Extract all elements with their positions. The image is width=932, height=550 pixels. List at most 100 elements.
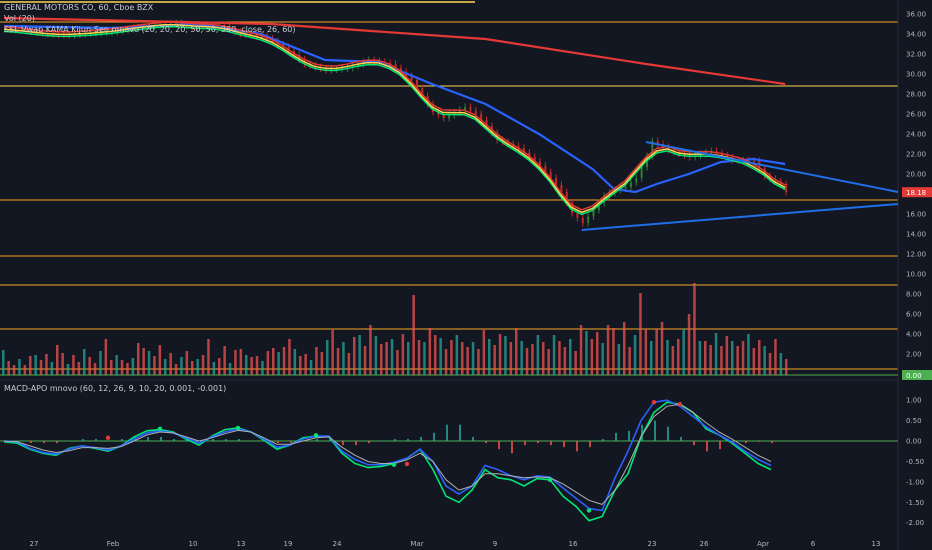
volume-bar	[434, 335, 437, 375]
price-candle-body	[394, 64, 397, 68]
price-candle-body	[506, 142, 509, 144]
volume-bar	[623, 322, 626, 375]
volume-bar	[93, 363, 97, 375]
volume-bar	[563, 347, 567, 375]
volume-bar	[12, 365, 16, 375]
volume-bar	[574, 351, 577, 375]
volume-bar	[218, 358, 221, 375]
volume-bar	[612, 328, 615, 375]
price-candle-body	[629, 182, 632, 187]
volume-bar	[369, 325, 372, 375]
volume-bar	[282, 347, 286, 375]
time-axis-tick-label: 16	[569, 540, 578, 548]
price-candle-body	[720, 153, 723, 156]
price-candle-body	[415, 80, 418, 88]
price-candle-body	[651, 141, 654, 156]
volume-bar	[515, 328, 518, 375]
time-axis-tick-label: 10	[189, 540, 198, 548]
volume-bar	[590, 339, 594, 375]
macd-signal-dot	[404, 461, 410, 467]
macd-histogram-bar	[381, 441, 383, 442]
volume-bar	[585, 331, 588, 375]
volume-bar	[525, 348, 529, 375]
macd-histogram-bar	[199, 441, 201, 442]
macd-histogram-bar	[407, 438, 409, 442]
symbol-legend: GENERAL MOTORS CO, 60, Cboe BZX	[4, 3, 154, 12]
volume-bar	[666, 340, 669, 375]
volume-bar	[536, 335, 540, 375]
macd-histogram-bar	[173, 438, 175, 442]
macd-histogram-bar	[342, 441, 344, 446]
volume-bar	[677, 339, 680, 375]
volume-bar	[336, 348, 340, 375]
current-price-tag	[902, 187, 932, 198]
volume-bar	[120, 360, 124, 375]
volume-bar	[698, 341, 702, 375]
volume-bar	[266, 351, 270, 375]
volume-bar	[153, 356, 156, 375]
volume-bar	[747, 334, 750, 375]
volume-bar	[714, 333, 718, 375]
trendline	[581, 203, 899, 231]
macd-histogram-bar	[303, 441, 305, 442]
macd-histogram-bar	[511, 441, 513, 454]
volume-bar	[228, 363, 232, 375]
macd-histogram-bar	[615, 432, 617, 442]
macd-histogram-bar	[17, 441, 19, 442]
volume-bar	[466, 347, 469, 375]
price-axis-tick-label: 4.00	[906, 331, 922, 339]
volume-bar	[509, 342, 513, 375]
price-candle-body	[753, 160, 755, 162]
volume-bar	[23, 365, 27, 375]
price-candle-body	[73, 34, 76, 36]
price-candle-body	[458, 109, 461, 113]
volume-bar	[374, 336, 378, 375]
volume-bar	[785, 359, 788, 375]
macd-signal-dot	[313, 433, 319, 438]
macd-histogram-bar	[472, 436, 474, 442]
volume-zero-tag	[902, 370, 932, 380]
current-price-label: 18.18	[906, 189, 926, 197]
price-axis-tick-label: 12.00	[906, 251, 926, 259]
volume-bar	[617, 344, 621, 375]
volume-bar	[212, 362, 216, 375]
volume-bar	[471, 342, 475, 375]
volume-bar	[61, 353, 64, 375]
volume-bar	[709, 345, 712, 375]
volume-bar	[56, 345, 59, 375]
volume-bar	[147, 351, 151, 375]
price-candle-body	[464, 107, 467, 110]
volume-bar	[390, 339, 394, 375]
macd-signal-dot	[651, 400, 657, 405]
volume-bar	[644, 329, 648, 375]
time-axis-tick-label: 13	[872, 540, 881, 548]
volume-bar	[531, 344, 534, 375]
time-axis-tick-label: Feb	[107, 540, 120, 548]
macd-histogram-bar	[56, 441, 58, 444]
volume-bar	[137, 343, 140, 375]
macd-histogram-bar	[446, 424, 448, 442]
macd-histogram-bar	[160, 436, 162, 442]
volume-bar	[110, 360, 113, 375]
volume-bar	[396, 350, 399, 375]
macd-histogram-bar	[498, 441, 500, 450]
price-candle-body	[68, 34, 71, 36]
volume-bar	[142, 348, 145, 375]
time-axis-tick-label: Mar	[410, 540, 423, 548]
price-candle-body	[565, 192, 568, 203]
price-candle-body	[105, 32, 108, 34]
price-candle-body	[399, 68, 402, 72]
price-axis-tick-label: 26.00	[906, 111, 926, 119]
volume-bar	[299, 356, 302, 375]
trendline	[645, 141, 899, 193]
volume-bar	[83, 349, 86, 375]
price-candle-body	[474, 110, 477, 114]
macd-histogram-bar	[563, 441, 565, 448]
volume-bar	[358, 335, 361, 375]
volume-bar	[255, 356, 259, 375]
volume-bar	[180, 357, 183, 375]
price-axis-tick-label: 2.00	[906, 351, 922, 359]
volume-bar	[655, 329, 658, 375]
macd-histogram-bar	[238, 438, 240, 442]
